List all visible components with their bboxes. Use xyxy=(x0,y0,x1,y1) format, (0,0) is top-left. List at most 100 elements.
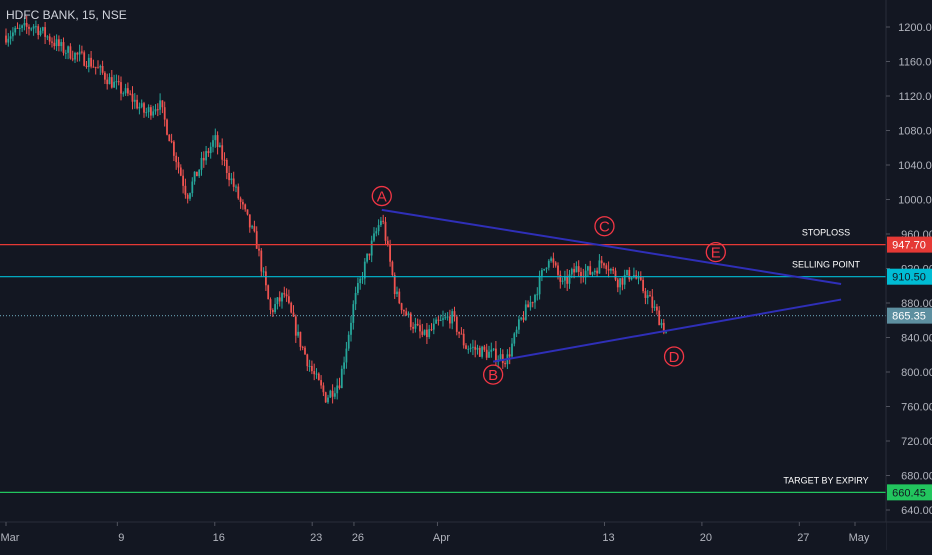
trendline[interactable] xyxy=(492,298,842,363)
candle xyxy=(584,263,587,285)
marker-a[interactable]: A xyxy=(371,185,392,207)
candle-body xyxy=(444,317,447,319)
candle-body xyxy=(267,285,270,300)
candle xyxy=(161,100,164,114)
candle-body xyxy=(508,354,511,357)
candle-body xyxy=(117,81,120,83)
candle xyxy=(219,142,221,148)
candle-body xyxy=(430,329,433,331)
candle xyxy=(619,277,621,295)
marker-label: C xyxy=(599,219,610,236)
candle xyxy=(566,269,569,291)
candle xyxy=(382,214,385,225)
candle-body xyxy=(446,316,449,318)
candle-body xyxy=(83,52,86,66)
candle xyxy=(400,302,403,314)
marker-b[interactable]: B xyxy=(482,364,504,385)
candle-body xyxy=(292,312,295,317)
candle-body xyxy=(559,274,562,282)
candle xyxy=(117,75,120,86)
candle xyxy=(179,164,182,177)
candle xyxy=(515,326,518,338)
candle-body xyxy=(99,66,102,68)
candle xyxy=(550,256,552,263)
candle xyxy=(327,394,329,404)
marker-c[interactable]: C xyxy=(594,216,615,237)
candle-body xyxy=(398,291,401,304)
trendline[interactable] xyxy=(381,208,842,286)
candle-body xyxy=(653,306,656,308)
candle-body xyxy=(630,277,633,280)
candle-body xyxy=(515,329,518,334)
candle-body xyxy=(614,270,617,280)
candle xyxy=(242,199,244,210)
candle xyxy=(92,59,95,68)
stoploss-price-badge: 947.70 xyxy=(887,236,932,253)
y-tick-label: 1160.00 xyxy=(899,57,932,69)
candle xyxy=(600,255,603,269)
candle-body xyxy=(547,260,550,268)
candle-body xyxy=(426,329,428,338)
candle xyxy=(485,343,488,361)
candle xyxy=(133,93,136,109)
candle xyxy=(354,286,357,311)
candle-body xyxy=(281,293,283,302)
candle-body xyxy=(258,248,260,251)
candle-body xyxy=(453,311,456,317)
candle xyxy=(62,37,65,56)
candle xyxy=(331,384,334,404)
marker-e[interactable]: E xyxy=(705,241,726,263)
candle-body xyxy=(191,181,194,194)
trendlines-layer xyxy=(381,208,842,363)
candle xyxy=(380,216,382,228)
candle xyxy=(593,268,596,276)
candle xyxy=(214,128,217,148)
candle xyxy=(136,94,138,110)
candle-body xyxy=(380,220,382,226)
candle xyxy=(138,102,141,115)
candle xyxy=(297,324,299,338)
candle-body xyxy=(536,294,539,296)
candle xyxy=(442,310,444,327)
candle-body xyxy=(352,304,355,323)
candle xyxy=(216,131,219,155)
candle xyxy=(170,133,173,144)
candle-body xyxy=(639,276,642,280)
candle-body xyxy=(646,295,649,298)
candle xyxy=(163,101,166,127)
candle-body xyxy=(575,266,578,273)
candle-body xyxy=(449,316,451,324)
candle-body xyxy=(16,27,19,29)
candle xyxy=(407,311,410,318)
candle xyxy=(154,104,157,115)
candle xyxy=(589,260,592,276)
candle xyxy=(145,107,148,117)
candle xyxy=(198,169,201,178)
marker-d[interactable]: D xyxy=(663,346,685,367)
candle xyxy=(288,289,290,305)
candle-body xyxy=(382,220,385,222)
candle-body xyxy=(409,313,412,327)
candle xyxy=(439,314,442,322)
candle-body xyxy=(626,270,628,276)
candle xyxy=(120,76,122,101)
candle-body xyxy=(78,51,81,55)
candle xyxy=(665,331,667,334)
candle xyxy=(46,35,49,40)
candle-body xyxy=(308,366,311,368)
candle xyxy=(285,288,288,302)
candle-body xyxy=(41,27,44,31)
candle-body xyxy=(23,22,26,26)
candle xyxy=(490,342,493,358)
candle xyxy=(175,152,178,170)
candle-body xyxy=(527,304,529,308)
candle xyxy=(437,315,440,326)
candle xyxy=(373,227,375,243)
candle-body xyxy=(85,65,88,67)
candle xyxy=(67,45,69,60)
candle-body xyxy=(584,270,587,278)
candle-body xyxy=(131,93,134,102)
